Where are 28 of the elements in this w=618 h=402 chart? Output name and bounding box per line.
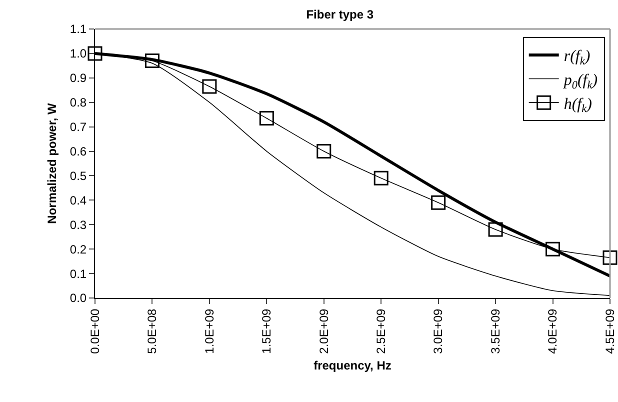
- y-tick-label: 1.0: [70, 46, 87, 61]
- x-tick-label: 3.5E+09: [488, 308, 502, 354]
- y-tick-label: 1.1: [70, 22, 87, 36]
- x-tick-label: 2.0E+09: [316, 308, 331, 354]
- legend-label: h(f$_{k}$): [564, 96, 592, 116]
- y-tick-label: 0.4: [70, 193, 87, 208]
- y-tick-label: 0.0: [70, 291, 87, 306]
- x-tick-label: 2.5E+09: [374, 308, 388, 354]
- y-tick-label: 0.6: [70, 144, 87, 158]
- y-tick-label: 0.5: [70, 168, 87, 183]
- x-axis-title: frequency, Hz: [314, 358, 392, 373]
- x-tick-label: 1.0E+09: [202, 308, 216, 354]
- x-tick-label: 5.0E+08: [145, 308, 160, 354]
- legend-label: p$_{0}$(f$_{k}$): [562, 72, 598, 92]
- y-tick-label: 0.9: [70, 71, 87, 86]
- x-tick-label: 0.0E+00: [88, 308, 102, 354]
- chart-title: Fiber type 3: [306, 7, 374, 22]
- y-axis-title: Normalized power, W: [45, 102, 60, 224]
- x-tick-label: 3.0E+09: [431, 308, 446, 354]
- y-tick-label: 0.3: [70, 218, 87, 232]
- x-tick-label: 4.0E+09: [546, 308, 560, 354]
- x-tick-label: 1.5E+09: [260, 308, 274, 354]
- legend-label: r(f$_{k}$): [564, 48, 590, 68]
- y-tick-label: 0.1: [70, 266, 87, 281]
- y-tick-label: 0.2: [70, 242, 87, 256]
- x-tick-label: 4.5E+09: [602, 308, 617, 354]
- y-tick-label: 0.7: [70, 120, 87, 134]
- y-tick-label: 0.8: [70, 96, 87, 110]
